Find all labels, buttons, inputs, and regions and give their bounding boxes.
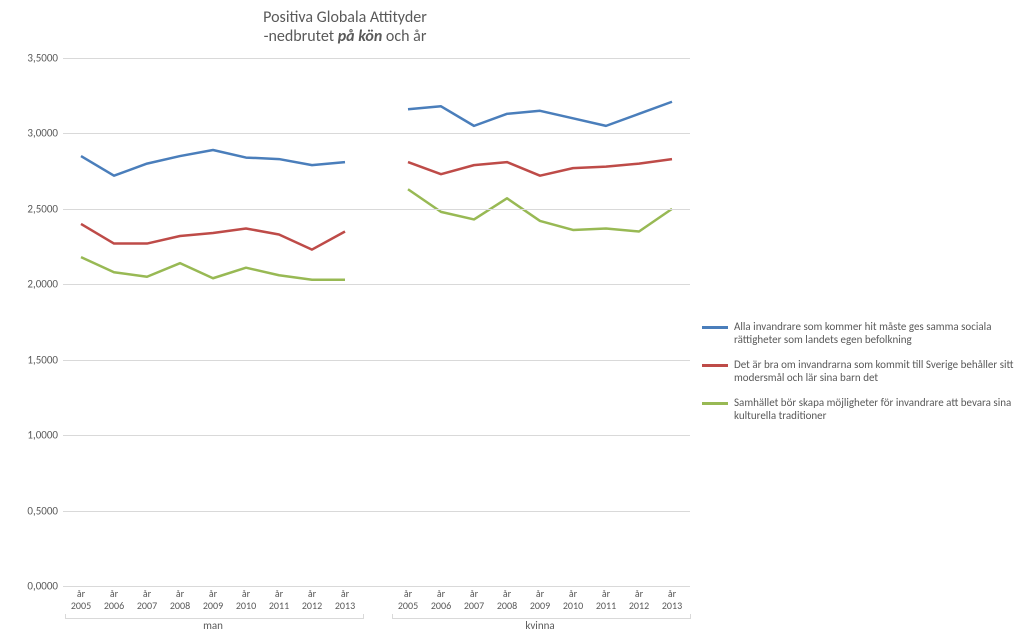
legend-label: Samhället bör skapa möjligheter för inva…	[734, 396, 1022, 422]
chart-container: Positiva Globala Attityder -nedbrutet på…	[0, 0, 1034, 641]
gridline	[63, 133, 690, 134]
x-tick-label: år2009	[203, 588, 223, 612]
gridline	[63, 209, 690, 210]
x-tick-label: år2011	[596, 588, 616, 612]
x-tick-label: år2008	[170, 588, 190, 612]
gridline	[63, 284, 690, 285]
x-tick-label: år2012	[302, 588, 322, 612]
gridline	[63, 435, 690, 436]
series-line-man	[81, 150, 345, 176]
legend-swatch	[702, 320, 730, 334]
gridline	[63, 586, 690, 587]
gridline	[63, 58, 690, 59]
chart-title: Positiva Globala Attityder -nedbrutet på…	[0, 8, 690, 46]
chart-title-line1: Positiva Globala Attityder	[0, 8, 690, 27]
x-group-label: kvinna	[525, 619, 554, 632]
legend-swatch	[702, 358, 730, 372]
y-tick-label: 1,5000	[10, 353, 58, 366]
series-line-kvinna	[408, 189, 672, 231]
y-tick-label: 3,5000	[10, 52, 58, 65]
y-tick-label: 2,5000	[10, 202, 58, 215]
series-line-kvinna	[408, 102, 672, 126]
x-tick-label: år2008	[497, 588, 517, 612]
x-group-label: man	[203, 619, 223, 632]
x-tick-label: år2005	[71, 588, 91, 612]
x-tick-label: år2007	[137, 588, 157, 612]
x-tick-label: år2009	[530, 588, 550, 612]
legend-label: Alla invandrare som kommer hit måste ges…	[734, 320, 1022, 346]
x-tick-label: år2010	[236, 588, 256, 612]
legend-item: Alla invandrare som kommer hit måste ges…	[702, 320, 1022, 346]
x-tick-label: år2006	[431, 588, 451, 612]
x-tick-label: år2013	[335, 588, 355, 612]
y-tick-label: 0,0000	[10, 580, 58, 593]
chart-lines	[63, 58, 690, 586]
x-tick-label: år2012	[629, 588, 649, 612]
x-tick-label: år2006	[104, 588, 124, 612]
legend-swatch	[702, 396, 730, 410]
title-suffix: och år	[382, 27, 426, 46]
y-axis: 0,00000,50001,00001,50002,00002,50003,00…	[10, 58, 58, 586]
x-tick-label: år2007	[464, 588, 484, 612]
series-line-man	[81, 257, 345, 280]
x-tick-label: år2005	[398, 588, 418, 612]
legend-label: Det är bra om invandrarna som kommit til…	[734, 358, 1022, 384]
series-line-man	[81, 224, 345, 250]
y-tick-label: 1,0000	[10, 429, 58, 442]
series-line-kvinna	[408, 159, 672, 176]
legend-item: Samhället bör skapa möjligheter för inva…	[702, 396, 1022, 422]
x-tick-label: år2013	[662, 588, 682, 612]
plot-area	[63, 58, 690, 586]
y-tick-label: 2,0000	[10, 278, 58, 291]
title-prefix: -nedbrutet	[264, 27, 338, 46]
title-em: på kön	[338, 27, 383, 46]
x-tick-label: år2011	[269, 588, 289, 612]
x-tick-label: år2010	[563, 588, 583, 612]
legend: Alla invandrare som kommer hit måste ges…	[702, 320, 1022, 434]
gridline	[63, 511, 690, 512]
chart-title-line2: -nedbrutet på kön och år	[0, 27, 690, 46]
y-tick-label: 0,5000	[10, 504, 58, 517]
y-tick-label: 3,0000	[10, 127, 58, 140]
gridline	[63, 360, 690, 361]
legend-item: Det är bra om invandrarna som kommit til…	[702, 358, 1022, 384]
